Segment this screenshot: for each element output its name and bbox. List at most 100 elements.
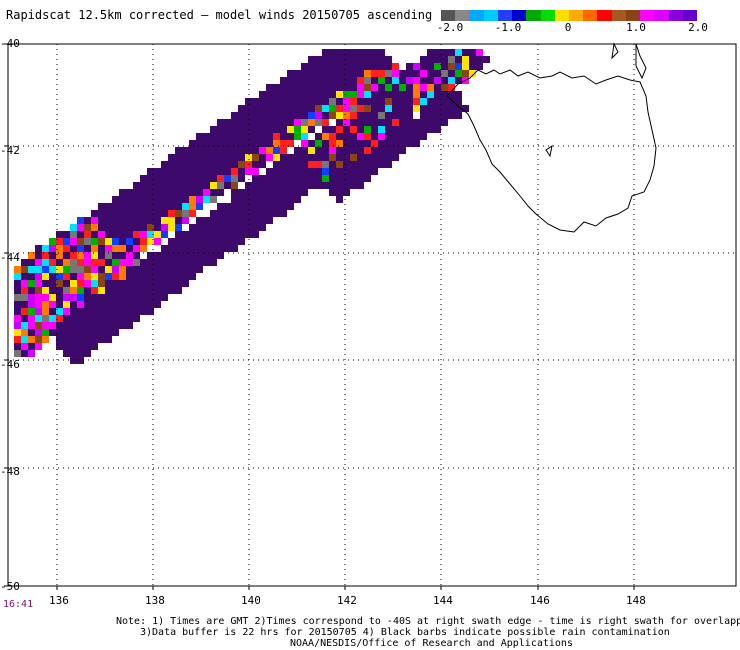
wind-pixel [63,308,70,315]
wind-pixel [413,133,420,140]
wind-pixel [434,56,441,63]
wind-pixel [168,161,175,168]
island-outline [635,43,647,80]
wind-pixel [455,49,462,56]
wind-pixel [441,63,448,70]
wind-pixel [462,56,469,63]
wind-pixel [28,343,35,350]
wind-pixel [350,140,357,147]
wind-pixel [175,147,182,154]
wind-pixel [399,133,406,140]
wind-pixel [231,231,238,238]
wind-pixel [133,189,140,196]
wind-pixel [315,98,322,105]
wind-pixel [308,84,315,91]
wind-pixel [154,252,161,259]
wind-pixel [224,203,231,210]
wind-pixel [385,126,392,133]
wind-pixel [231,161,238,168]
wind-pixel [252,231,259,238]
wind-pixel [329,182,336,189]
wind-pixel [301,84,308,91]
wind-pixel [105,210,112,217]
wind-pixel [91,294,98,301]
wind-pixel [147,189,154,196]
wind-pixel [315,105,322,112]
wind-pixel [252,196,259,203]
wind-pixel [280,140,287,147]
wind-pixel [168,168,175,175]
wind-pixel [119,315,126,322]
wind-pixel [154,238,161,245]
wind-pixel [343,98,350,105]
wind-pixel [357,105,364,112]
wind-pixel [133,217,140,224]
wind-pixel [301,140,308,147]
wind-pixel [273,105,280,112]
wind-pixel [70,329,77,336]
wind-pixel [196,266,203,273]
wind-pixel [336,161,343,168]
wind-pixel [161,294,168,301]
wind-pixel [392,154,399,161]
wind-pixel [56,308,63,315]
wind-pixel [322,77,329,84]
wind-pixel [385,140,392,147]
wind-pixel [210,238,217,245]
wind-pixel [301,182,308,189]
wind-pixel [364,105,371,112]
wind-pixel [63,266,70,273]
wind-pixel [140,189,147,196]
wind-pixel [357,56,364,63]
wind-pixel [140,308,147,315]
wind-pixel [161,287,168,294]
wind-pixel [14,350,21,357]
wind-pixel [308,168,315,175]
wind-pixel [147,294,154,301]
wind-pixel [343,161,350,168]
wind-pixel [217,203,224,210]
wind-pixel [140,301,147,308]
wind-pixel [252,98,259,105]
wind-pixel [21,301,28,308]
wind-pixel [245,140,252,147]
wind-pixel [315,70,322,77]
wind-pixel [147,308,154,315]
wind-pixel [189,168,196,175]
wind-pixel [455,105,462,112]
wind-pixel [406,84,413,91]
wind-pixel [77,357,84,364]
wind-pixel [133,238,140,245]
wind-pixel [329,98,336,105]
wind-pixel [406,70,413,77]
colorbar-label: -1.0 [494,21,522,34]
wind-pixel [392,112,399,119]
wind-pixel [238,161,245,168]
wind-pixel [301,161,308,168]
wind-pixel [315,147,322,154]
wind-pixel [406,140,413,147]
wind-pixel [49,252,56,259]
wind-pixel [98,231,105,238]
wind-pixel [371,161,378,168]
wind-pixel [392,147,399,154]
colorbar-label: -2.0 [436,21,464,34]
wind-pixel [168,217,175,224]
wind-pixel [406,112,413,119]
wind-pixel [329,175,336,182]
wind-pixel [378,77,385,84]
wind-pixel [336,168,343,175]
wind-pixel [378,70,385,77]
wind-pixel [357,147,364,154]
wind-pixel [364,56,371,63]
wind-pixel [140,294,147,301]
wind-pixel [63,301,70,308]
wind-pixel [294,189,301,196]
wind-pixel [371,147,378,154]
wind-pixel [301,112,308,119]
wind-pixel [231,189,238,196]
wind-pixel [392,119,399,126]
wind-pixel [175,168,182,175]
wind-pixel [378,49,385,56]
wind-pixel [287,182,294,189]
